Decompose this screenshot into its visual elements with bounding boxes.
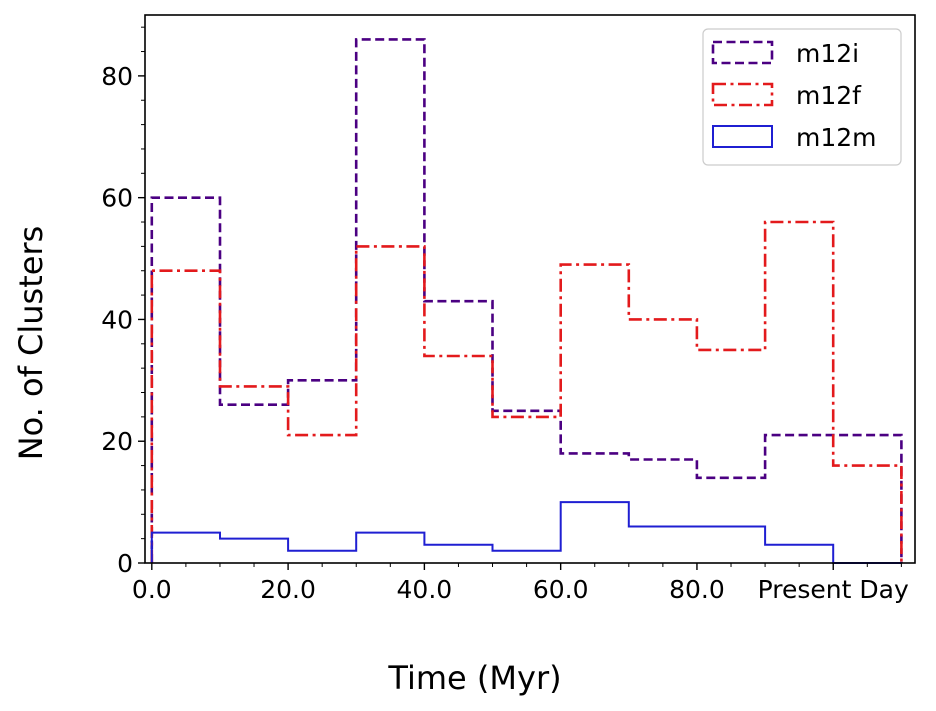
legend-swatch-m12f xyxy=(711,82,774,107)
y-tick-label: 80 xyxy=(101,62,133,91)
legend: m12i m12f m12m xyxy=(702,28,902,166)
y-tick-label: 60 xyxy=(101,184,133,213)
y-axis-title: No. of Clusters xyxy=(12,226,50,461)
x-tick-label: 80.0 xyxy=(669,575,725,604)
x-tick-label: Present Day xyxy=(758,575,909,604)
x-axis-title: Time (Myr) xyxy=(387,659,561,697)
legend-label-m12m: m12m xyxy=(796,123,877,152)
series-m12m-line xyxy=(150,501,902,564)
series-m12f-line xyxy=(150,220,903,563)
legend-swatch-m12m xyxy=(712,125,773,148)
plot-frame xyxy=(144,14,916,564)
series-layer xyxy=(150,38,903,564)
y-tick-label: 0 xyxy=(117,549,133,578)
x-tick-label: 60.0 xyxy=(533,575,589,604)
y-axis-ticks: 0 20 40 60 80 xyxy=(101,26,145,578)
legend-swatch-m12i xyxy=(711,40,774,65)
legend-label-m12f: m12f xyxy=(796,81,862,110)
x-tick-label: 20.0 xyxy=(260,575,316,604)
x-tick-label: 40.0 xyxy=(397,575,453,604)
legend-label-m12i: m12i xyxy=(796,39,859,68)
x-axis-ticks: 0.0 20.0 40.0 60.0 80.0 Present Day xyxy=(132,563,909,604)
y-tick-label: 20 xyxy=(101,427,133,456)
x-tick-label: 0.0 xyxy=(132,575,172,604)
y-tick-label: 40 xyxy=(101,305,133,334)
